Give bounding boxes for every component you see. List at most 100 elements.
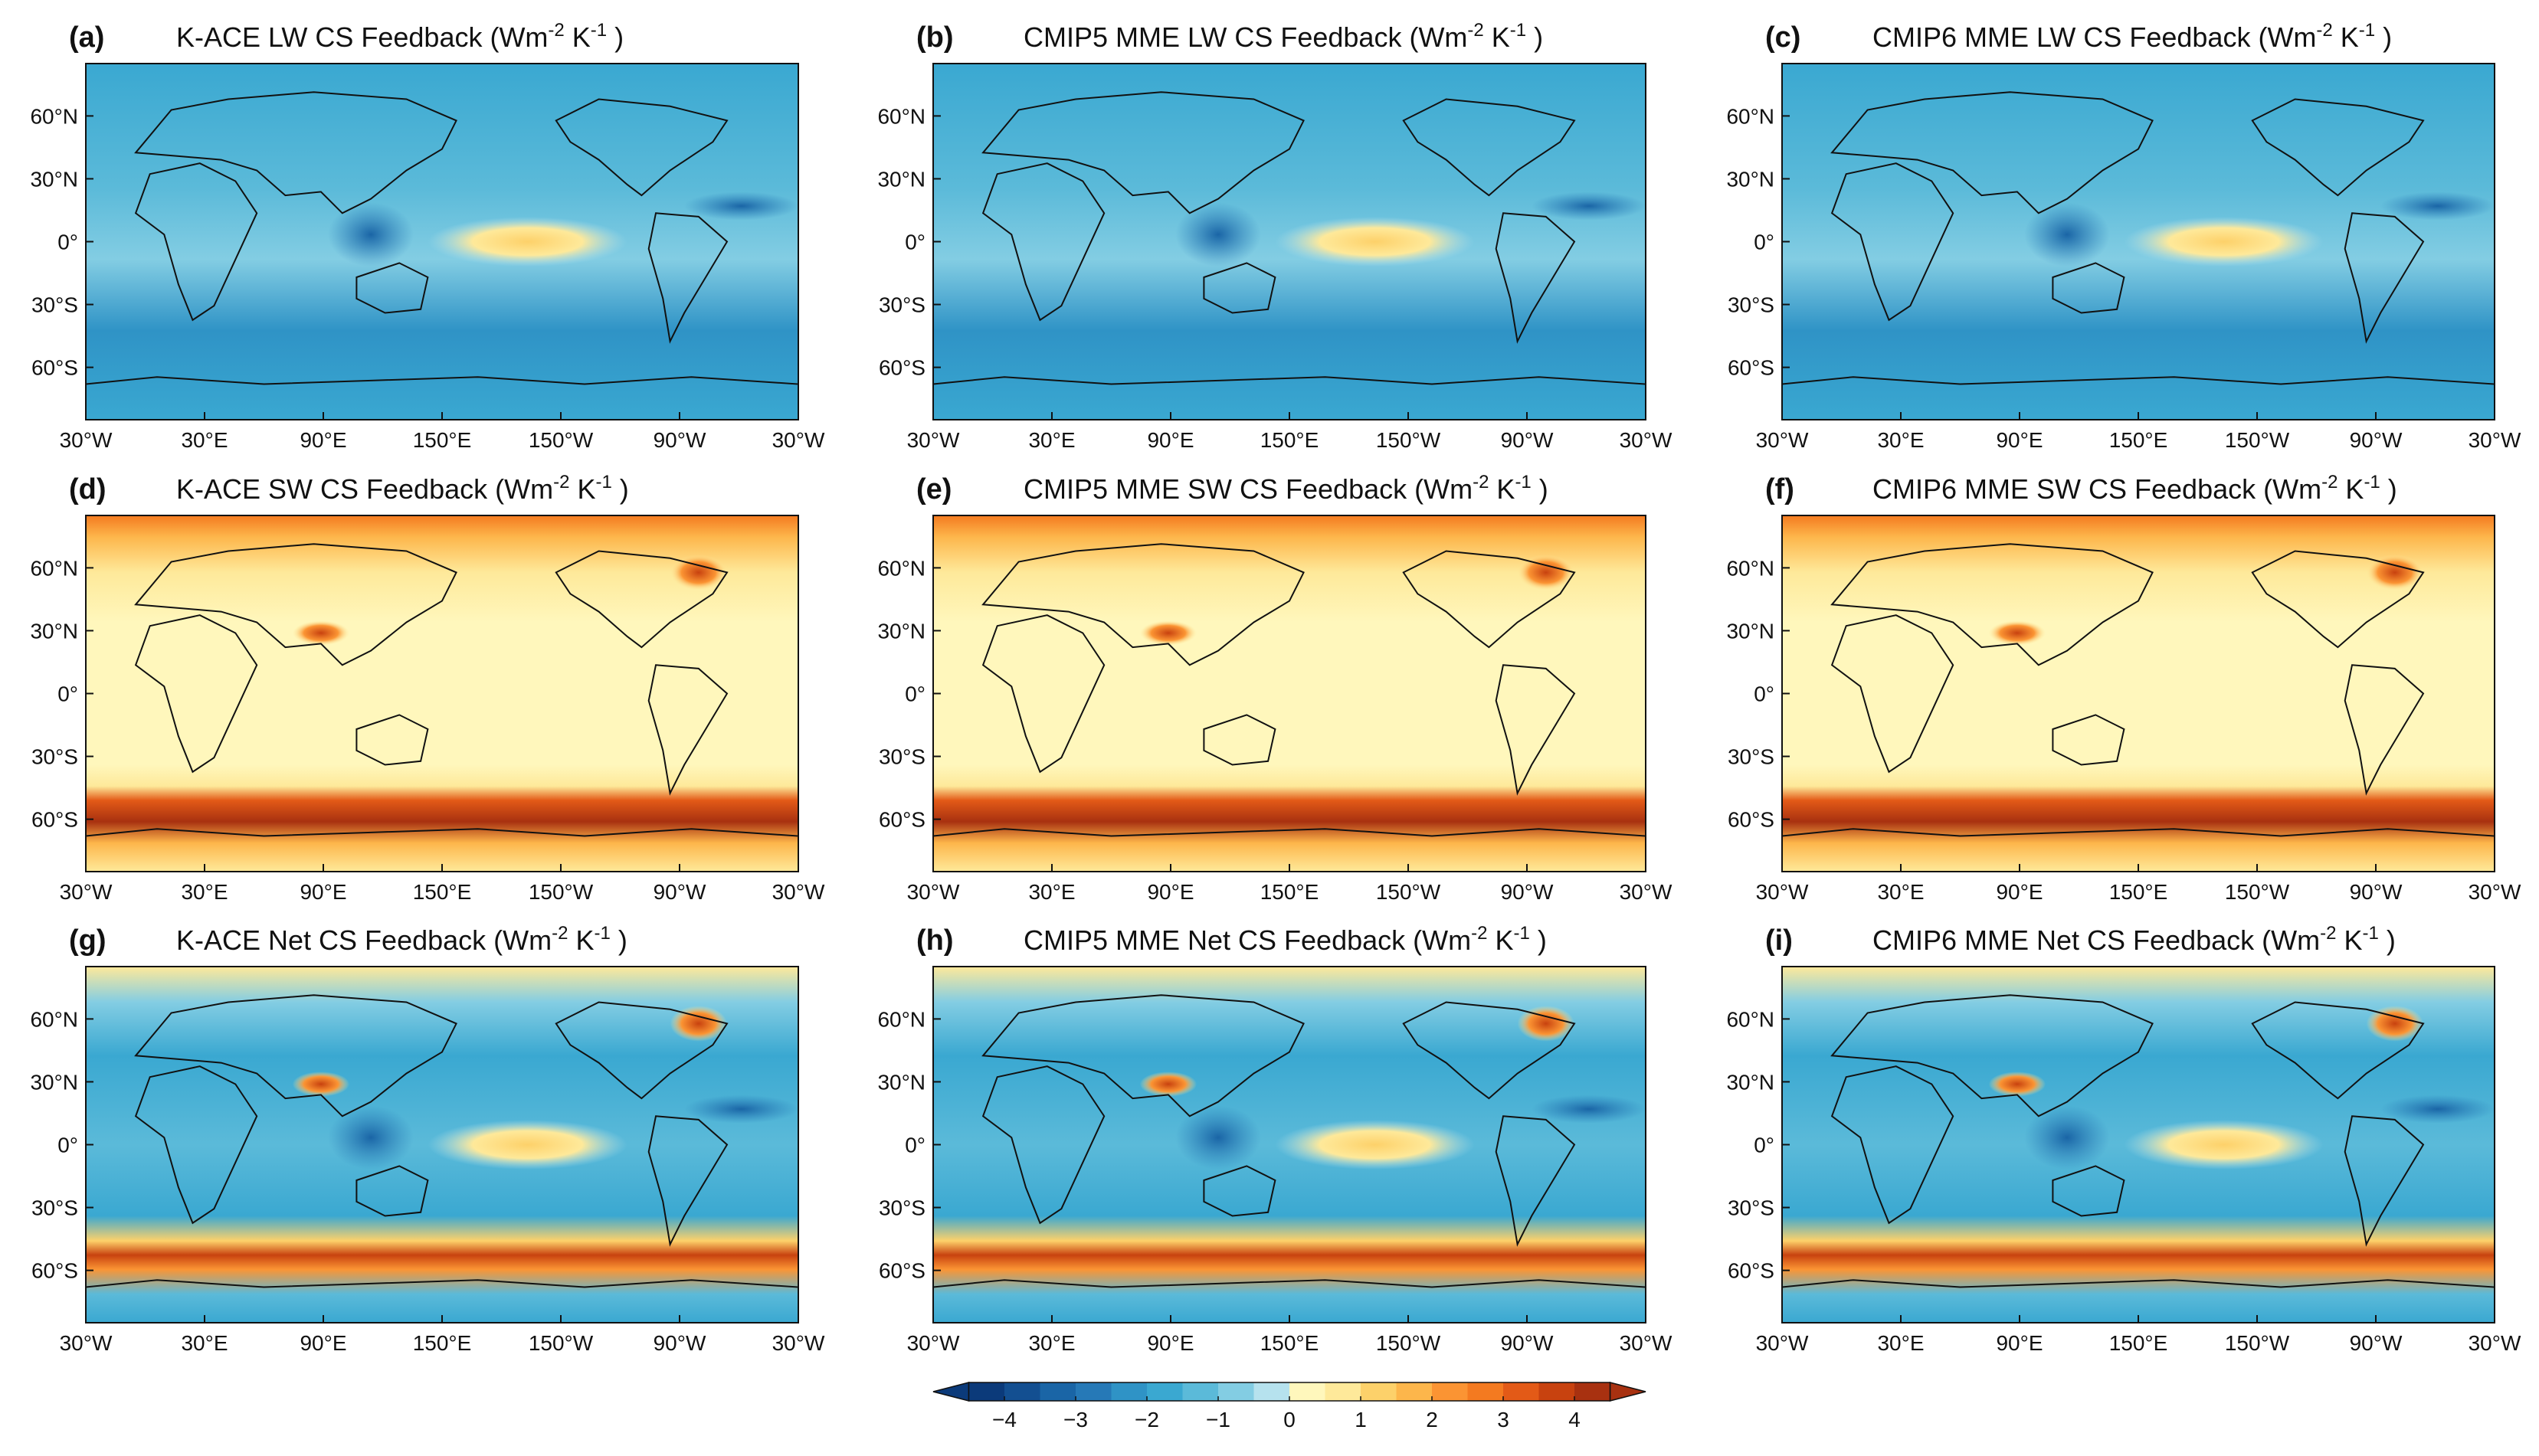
colorbar-segment xyxy=(1218,1382,1254,1401)
y-tick-label: 30°S xyxy=(1728,745,1774,769)
cold-anomaly xyxy=(1175,202,1261,267)
colorbar-segment xyxy=(1147,1382,1183,1401)
x-tick-label: 90°W xyxy=(2350,428,2403,452)
hudson-hotspot xyxy=(670,1006,727,1042)
x-tick-label: 150°E xyxy=(1260,428,1319,452)
x-tick-label: 150°E xyxy=(2109,1331,2168,1355)
cold-anomaly xyxy=(2024,1105,2110,1170)
cold-anomaly-east xyxy=(2380,1094,2495,1124)
y-tick-label: 0° xyxy=(1754,231,1774,254)
x-tick-label: 30°E xyxy=(1877,880,1924,904)
x-tick-label: 150°E xyxy=(413,1331,472,1355)
y-tick-label: 60°S xyxy=(879,808,926,832)
panel-title: CMIP6 MME SW CS Feedback (Wm-2 K-1 ) xyxy=(1872,472,2397,505)
x-tick-label: 90°E xyxy=(1996,428,2043,452)
cold-anomaly-east xyxy=(1532,191,1646,221)
y-tick-label: 60°N xyxy=(1726,556,1774,580)
panel-title: CMIP6 MME LW CS Feedback (Wm-2 K-1 ) xyxy=(1872,20,2392,53)
coastline-4 xyxy=(647,664,729,796)
tibet-hotspot xyxy=(1988,1072,2046,1097)
colorbar-tick-label: −1 xyxy=(1206,1408,1230,1431)
coastline-0 xyxy=(1830,1065,1954,1225)
coastline-4 xyxy=(1495,664,1576,796)
colorbar-tick-label: 2 xyxy=(1426,1408,1438,1431)
x-tick-label: 30°E xyxy=(1028,428,1075,452)
x-tick-label: 30°W xyxy=(772,428,825,452)
x-tick-label: 90°W xyxy=(1501,1331,1554,1355)
tibet-hotspot xyxy=(292,620,350,646)
coastline-4 xyxy=(1495,212,1576,344)
coastline-3 xyxy=(555,1001,729,1100)
x-tick-label: 30°E xyxy=(1028,880,1075,904)
hudson-hotspot xyxy=(2366,1006,2423,1042)
x-tick-label: 30°E xyxy=(1028,1331,1075,1355)
x-tick-label: 30°E xyxy=(1877,428,1924,452)
panel-title: CMIP6 MME Net CS Feedback (Wm-2 K-1 ) xyxy=(1872,923,2396,956)
coastline-3 xyxy=(2251,98,2425,197)
y-tick-label: 0° xyxy=(57,1134,78,1157)
coastline-3 xyxy=(2251,550,2425,649)
tibet-hotspot xyxy=(1988,620,2046,646)
panel-title: CMIP5 MME LW CS Feedback (Wm-2 K-1 ) xyxy=(1024,20,1543,53)
colorbar-segment xyxy=(1111,1382,1148,1401)
colorbar-tick-label: 1 xyxy=(1355,1408,1367,1431)
y-tick-label: 30°S xyxy=(1728,1196,1774,1220)
coastline-1 xyxy=(1830,91,2154,214)
x-tick-label: 90°W xyxy=(1501,880,1554,904)
x-tick-label: 90°E xyxy=(1996,1331,2043,1355)
y-tick-label: 30°S xyxy=(31,745,78,769)
colorbar-tick-label: −3 xyxy=(1063,1408,1088,1431)
colorbar-segment xyxy=(1182,1382,1219,1401)
y-tick-label: 60°N xyxy=(30,556,78,580)
panel-g: 60°N 30°N 0° 30°S 60°S 30°W 30°E 90°E 150°E 150°W… xyxy=(30,923,825,1355)
y-tick-label: 0° xyxy=(57,231,78,254)
x-tick-label: 30°W xyxy=(772,880,825,904)
coastline-1 xyxy=(134,994,457,1117)
x-tick-label: 90°E xyxy=(300,880,346,904)
x-tick-label: 90°W xyxy=(654,880,706,904)
x-tick-label: 150°E xyxy=(2109,880,2168,904)
tibet-hotspot xyxy=(1139,1072,1197,1097)
coastline-3 xyxy=(555,550,729,649)
x-tick-label: 30°W xyxy=(60,880,113,904)
coastline-0 xyxy=(1830,614,1954,774)
hudson-hotspot xyxy=(670,555,727,591)
y-tick-label: 30°N xyxy=(877,619,926,643)
coastline-3 xyxy=(1402,98,1576,197)
x-tick-label: 30°W xyxy=(60,1331,113,1355)
x-tick-label: 90°W xyxy=(2350,880,2403,904)
y-tick-label: 60°N xyxy=(1726,104,1774,128)
coastline-3 xyxy=(1402,550,1576,649)
x-tick-label: 150°W xyxy=(2225,1331,2290,1355)
colorbar-tick-label: −4 xyxy=(992,1408,1017,1431)
x-tick-label: 30°W xyxy=(772,1331,825,1355)
panel-a: 60°N 30°N 0° 30°S 60°S 30°W 30°E 90°E 150°E 150°W… xyxy=(30,20,825,452)
coastline-0 xyxy=(134,1065,258,1225)
colorbar-segment xyxy=(1538,1382,1575,1401)
panel-label: (d) xyxy=(69,473,106,506)
warm-anomaly xyxy=(2124,1119,2324,1170)
x-tick-label: 30°E xyxy=(181,880,228,904)
y-tick-label: 30°S xyxy=(879,1196,926,1220)
coastline-2 xyxy=(355,714,429,766)
y-tick-label: 30°S xyxy=(31,293,78,317)
colorbar-segment xyxy=(1325,1382,1361,1401)
coastline-3 xyxy=(555,98,729,197)
tibet-hotspot xyxy=(292,1072,350,1097)
y-tick-label: 0° xyxy=(905,1134,926,1157)
coastline-4 xyxy=(1495,1115,1576,1247)
panel-label: (h) xyxy=(916,924,954,957)
x-tick-label: 150°W xyxy=(529,428,594,452)
coastline-1 xyxy=(1830,543,2154,666)
panel-label: (g) xyxy=(69,924,106,957)
colorbar-extend-max xyxy=(1609,1382,1646,1402)
colorbar-segment xyxy=(1289,1382,1325,1401)
cold-anomaly-east xyxy=(2380,191,2495,221)
x-tick-label: 30°W xyxy=(907,880,960,904)
x-tick-label: 30°W xyxy=(1756,428,1809,452)
y-tick-label: 60°S xyxy=(1728,808,1774,832)
x-tick-label: 30°W xyxy=(907,428,960,452)
coastline-2 xyxy=(2052,1165,2125,1217)
x-tick-label: 30°W xyxy=(1756,1331,1809,1355)
warm-anomaly xyxy=(428,216,627,267)
